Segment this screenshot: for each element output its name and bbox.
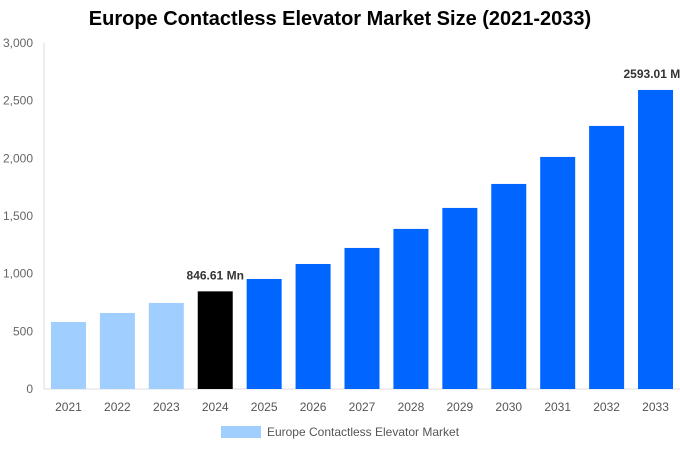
x-tick-label: 2028 xyxy=(398,400,425,414)
data-label-2024: 846.61 Mn xyxy=(187,268,244,282)
x-tick-label: 2022 xyxy=(104,400,131,414)
y-tick-label: 2,500 xyxy=(3,94,33,108)
y-tick-label: 3,000 xyxy=(3,36,33,50)
x-tick-label: 2025 xyxy=(251,400,278,414)
x-tick-label: 2031 xyxy=(544,400,571,414)
x-tick-label: 2027 xyxy=(349,400,376,414)
x-tick-label: 2033 xyxy=(642,400,669,414)
bar-2021 xyxy=(50,321,86,389)
bar-2033 xyxy=(638,89,674,389)
x-tick-label: 2026 xyxy=(300,400,327,414)
bar-2024 xyxy=(197,291,233,389)
chart-title: Europe Contactless Elevator Market Size … xyxy=(88,8,592,30)
bar-2030 xyxy=(491,183,527,389)
bar-2031 xyxy=(540,156,576,389)
x-tick-label: 2030 xyxy=(495,400,522,414)
bar-2032 xyxy=(589,125,625,389)
bar-2029 xyxy=(442,207,478,389)
x-tick-label: 2029 xyxy=(446,400,473,414)
y-tick-label: 500 xyxy=(13,324,33,338)
bar-2026 xyxy=(295,263,331,389)
y-tick-label: 1,500 xyxy=(3,209,33,223)
bar-2022 xyxy=(99,312,135,389)
bar-2027 xyxy=(344,247,380,389)
x-tick-label: 2021 xyxy=(55,400,82,414)
legend: Europe Contactless Elevator Market xyxy=(0,425,680,439)
legend-label: Europe Contactless Elevator Market xyxy=(266,425,460,439)
x-tick-label: 2024 xyxy=(202,400,229,414)
legend-swatch xyxy=(220,426,261,438)
y-tick-label: 0 xyxy=(26,382,33,396)
data-label-2033: 2593.01 Mn xyxy=(624,67,680,81)
x-tick-label: 2032 xyxy=(593,400,620,414)
y-tick-label: 2,000 xyxy=(3,151,33,165)
bar-2028 xyxy=(393,228,429,389)
y-tick-label: 1,000 xyxy=(3,267,33,281)
bar-2025 xyxy=(246,278,282,389)
x-tick-label: 2023 xyxy=(153,400,180,414)
bar-2023 xyxy=(148,302,184,389)
